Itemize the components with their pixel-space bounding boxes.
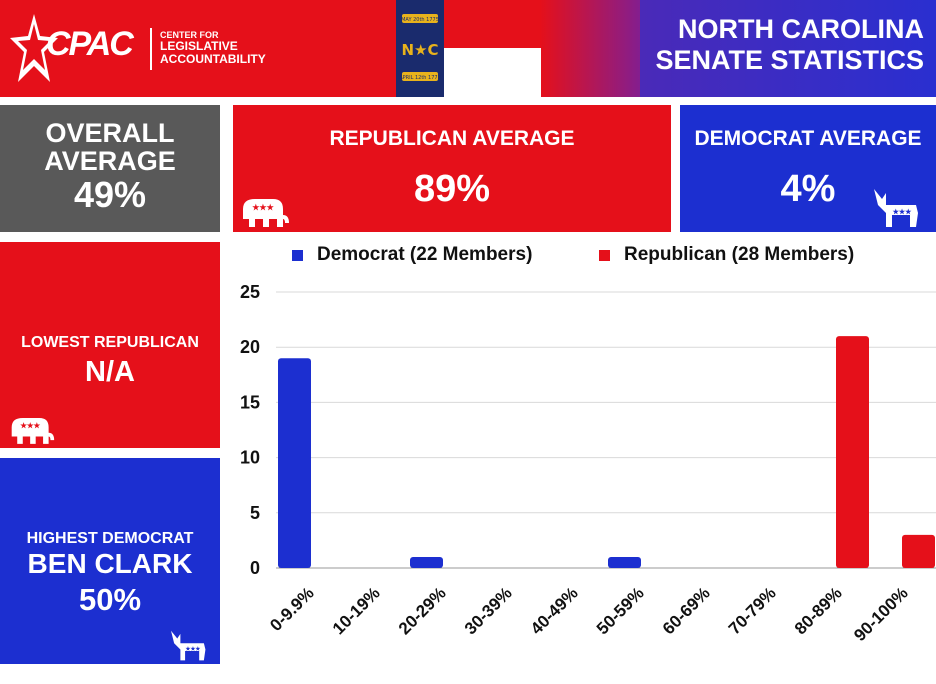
x-tick-label-7: 70-79% bbox=[725, 583, 780, 638]
legend-swatch-democrat bbox=[292, 250, 303, 261]
x-tick-label-4: 40-49% bbox=[527, 583, 582, 638]
flag-letters: N★C bbox=[401, 41, 438, 59]
north-carolina-flag-icon: MAY 20th 1775 N★C APRIL 12th 1776 bbox=[396, 0, 541, 97]
bar-democrat-2 bbox=[410, 556, 443, 568]
page-title-line2: SENATE STATISTICS bbox=[655, 45, 924, 75]
legend-republican: Republican (28 Members) bbox=[624, 244, 855, 265]
cpac-logo: CPAC bbox=[46, 25, 134, 63]
x-tick-label-6: 60-69% bbox=[659, 583, 714, 638]
logo-subtitle-line2: ACCOUNTABILITY bbox=[160, 52, 266, 66]
overall-label-line2: AVERAGE bbox=[44, 146, 176, 176]
donkey-icon: ★★★ bbox=[874, 189, 918, 227]
y-tick-label-0: 0 bbox=[250, 558, 260, 578]
x-tick-label-8: 80-89% bbox=[791, 583, 846, 638]
legend-swatch-republican bbox=[599, 250, 610, 261]
lowest-republican-value: N/A bbox=[85, 356, 135, 388]
svg-text:★★★: ★★★ bbox=[185, 646, 201, 652]
bar-republican-8 bbox=[836, 336, 869, 568]
header-gradient bbox=[540, 0, 650, 97]
republican-average-label: REPUBLICAN AVERAGE bbox=[329, 127, 575, 150]
x-tick-label-9: 90-100% bbox=[850, 583, 912, 645]
republican-average-value: 89% bbox=[413, 168, 491, 210]
y-tick-label-20: 20 bbox=[240, 337, 260, 357]
cpac-star-icon bbox=[10, 14, 58, 82]
x-tick-label-2: 20-29% bbox=[395, 583, 450, 638]
elephant-icon: ★★★ bbox=[11, 418, 55, 444]
highest-democrat-value: 50% bbox=[78, 582, 142, 617]
highest-democrat-label: HIGHEST DEMOCRAT bbox=[26, 530, 194, 547]
flag-bottom-scroll: APRIL 12th 1776 bbox=[399, 75, 441, 81]
overall-value: 49% bbox=[73, 174, 147, 215]
democrat-average-value: 4% bbox=[780, 168, 836, 210]
highest-democrat-box: HIGHEST DEMOCRAT BEN CLARK 50% ★★★ bbox=[0, 458, 220, 664]
page-title-line1: NORTH CAROLINA bbox=[678, 14, 924, 44]
x-tick-label-5: 50-59% bbox=[593, 583, 648, 638]
distribution-chart: 0 5 10 15 20 25 0-9.9% 10-19% 20-29% 30-39% 40-49%… bbox=[240, 282, 936, 645]
y-tick-label-25: 25 bbox=[240, 282, 260, 302]
lowest-republican-box: LOWEST REPUBLICAN N/A ★★★ bbox=[0, 242, 220, 448]
overall-label-line1: OVERALL bbox=[45, 118, 175, 148]
highest-democrat-name: BEN CLARK bbox=[27, 548, 193, 579]
democrat-average-box: DEMOCRAT AVERAGE 4% ★★★ bbox=[680, 105, 936, 232]
republican-average-box: REPUBLICAN AVERAGE 89% ★★★ bbox=[233, 105, 671, 232]
flag-top-scroll: MAY 20th 1775 bbox=[401, 17, 439, 23]
y-tick-label-5: 5 bbox=[250, 503, 260, 523]
logo-subtitle: LEGISLATIVE ACCOUNTABILITY bbox=[160, 40, 266, 66]
legend-democrat: Democrat (22 Members) bbox=[317, 244, 533, 265]
elephant-icon: ★★★ bbox=[243, 199, 289, 227]
democrat-average-label: DEMOCRAT AVERAGE bbox=[694, 127, 922, 150]
lowest-republican-label: LOWEST REPUBLICAN bbox=[21, 334, 199, 351]
bar-democrat-0 bbox=[278, 358, 311, 568]
svg-text:★★★: ★★★ bbox=[252, 203, 274, 212]
donkey-icon: ★★★ bbox=[171, 630, 206, 661]
x-tick-label-1: 10-19% bbox=[329, 583, 384, 638]
bar-republican-9 bbox=[902, 534, 935, 568]
header-banner: CPAC CENTER FOR LEGISLATIVE ACCOUNTABILI… bbox=[0, 0, 936, 97]
logo-divider bbox=[150, 28, 152, 70]
y-tick-label-15: 15 bbox=[240, 392, 260, 412]
y-tick-label-10: 10 bbox=[240, 448, 260, 468]
page-title: NORTH CAROLINA SENATE STATISTICS bbox=[655, 14, 924, 76]
bar-democrat-5 bbox=[608, 556, 641, 568]
header-title-panel bbox=[640, 0, 936, 97]
logo-subtitle-line1: LEGISLATIVE bbox=[160, 39, 238, 53]
svg-text:★★★: ★★★ bbox=[19, 421, 40, 430]
svg-text:★★★: ★★★ bbox=[893, 208, 913, 216]
x-tick-label-0: 0-9.9% bbox=[266, 583, 318, 635]
x-tick-label-3: 30-39% bbox=[461, 583, 516, 638]
overall-average-box: OVERALL AVERAGE 49% bbox=[0, 105, 220, 232]
logo-subtitle-top: CENTER FOR bbox=[160, 30, 219, 40]
